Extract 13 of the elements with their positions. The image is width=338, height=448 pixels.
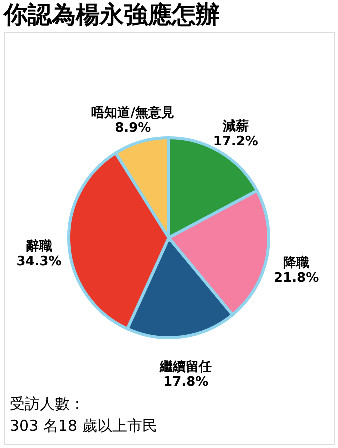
data-label: 34.3% (16, 254, 62, 270)
data-label: 21.8% (274, 271, 320, 286)
data-label: 17.8% (164, 374, 209, 390)
slice-label: 繼續留任 (159, 360, 212, 375)
text: 受訪人數： (10, 395, 85, 413)
slice-label: 降職 (284, 255, 310, 272)
text: 303 名18 歲以上市民 (10, 417, 158, 435)
data-label: 8.9% (115, 121, 152, 136)
slice-label: 唔知道/無意見 (92, 105, 174, 122)
chart-title: 你認為楊永強應怎辦 (3, 1, 220, 29)
slice-label: 辭職 (26, 238, 52, 255)
slice-label: 減薪 (222, 118, 249, 135)
data-label: 17.2% (213, 134, 258, 150)
